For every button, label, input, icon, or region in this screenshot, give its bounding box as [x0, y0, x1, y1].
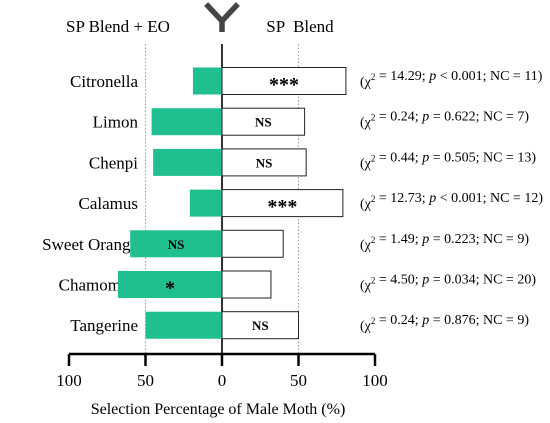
x-tick-label: 50: [290, 371, 307, 390]
x-axis-label: Selection Percentage of Male Moth (%): [91, 401, 346, 418]
x-tick-label: 100: [362, 371, 388, 390]
bar-left: [189, 189, 222, 217]
category-label: Citronella: [70, 72, 138, 91]
category-label: Calamus: [79, 194, 139, 213]
bar-left: [145, 311, 222, 339]
significance-label: *: [165, 278, 175, 300]
significance-label: ***: [267, 196, 297, 218]
bar-right: [221, 270, 272, 299]
bar-right: [221, 189, 344, 218]
stat-annotation: (χ2 = 12.73; p < 0.001; NC = 12): [360, 191, 543, 212]
stat-annotation: (χ2 = 4.50; p = 0.034; NC = 20): [360, 273, 536, 294]
significance-label: NS: [256, 155, 273, 170]
bar-left: [130, 230, 222, 258]
stat-annotation: (χ2 = 0.24; p = 0.876; NC = 9): [360, 313, 529, 334]
category-label: Sweet Orange: [42, 235, 138, 254]
bar-right: [221, 229, 284, 258]
bar-row: Calamus *** (χ2 = 12.73; p < 0.001; NC = 1…: [79, 189, 543, 218]
bar-right: [221, 67, 347, 95]
x-axis: 100 50 0 50 100: [56, 352, 388, 390]
right-series-label: SP Blend: [266, 17, 334, 36]
bar-row: Chenpi NS (χ2 = 0.44; p = 0.505; NC = 13): [89, 148, 536, 177]
significance-label: NS: [252, 318, 269, 333]
bar-left: [151, 108, 222, 136]
bars-group: Citronella *** (χ2 = 14.29; p < 0.001; NC …: [42, 67, 543, 340]
bar-row: Sweet Orange NS (χ2 = 1.49; p = 0.223; NC …: [42, 229, 529, 258]
category-label: Tangerine: [70, 316, 138, 335]
category-label: Limon: [93, 113, 139, 132]
category-label: Chenpi: [89, 153, 138, 172]
stat-annotation: (χ2 = 0.44; p = 0.505; NC = 13): [360, 150, 536, 171]
stat-annotation: (χ2 = 1.49; p = 0.223; NC = 9): [360, 232, 529, 253]
x-tick-label: 50: [137, 371, 154, 390]
significance-label: NS: [168, 237, 185, 252]
stat-annotation: (χ2 = 14.29; p < 0.001; NC = 11): [360, 69, 543, 90]
y-olfactometer-icon: [204, 2, 240, 26]
bar-right: [221, 148, 307, 177]
x-tick-label: 100: [56, 371, 82, 390]
bar-row: Limon NS (χ2 = 0.24; p = 0.622; NC = 7): [93, 107, 529, 136]
bar-left: [117, 271, 222, 298]
bar-row: Citronella *** (χ2 = 14.29; p < 0.001; NC …: [70, 67, 543, 96]
bar-left: [192, 67, 222, 95]
bar-left: [153, 148, 222, 176]
bar-right: [221, 107, 306, 136]
bar-right: [221, 311, 299, 340]
bar-row: Chamomile * (χ2 = 4.50; p = 0.034; NC = 20…: [59, 270, 536, 300]
left-series-label: SP Blend + EO: [66, 17, 170, 36]
significance-label: NS: [255, 115, 272, 130]
significance-label: ***: [269, 74, 299, 96]
bar-row: Tangerine NS (χ2 = 0.24; p = 0.876; NC = 9…: [70, 311, 529, 340]
x-tick-label: 0: [218, 371, 227, 390]
stat-annotation: (χ2 = 0.24; p = 0.622; NC = 7): [360, 110, 529, 131]
